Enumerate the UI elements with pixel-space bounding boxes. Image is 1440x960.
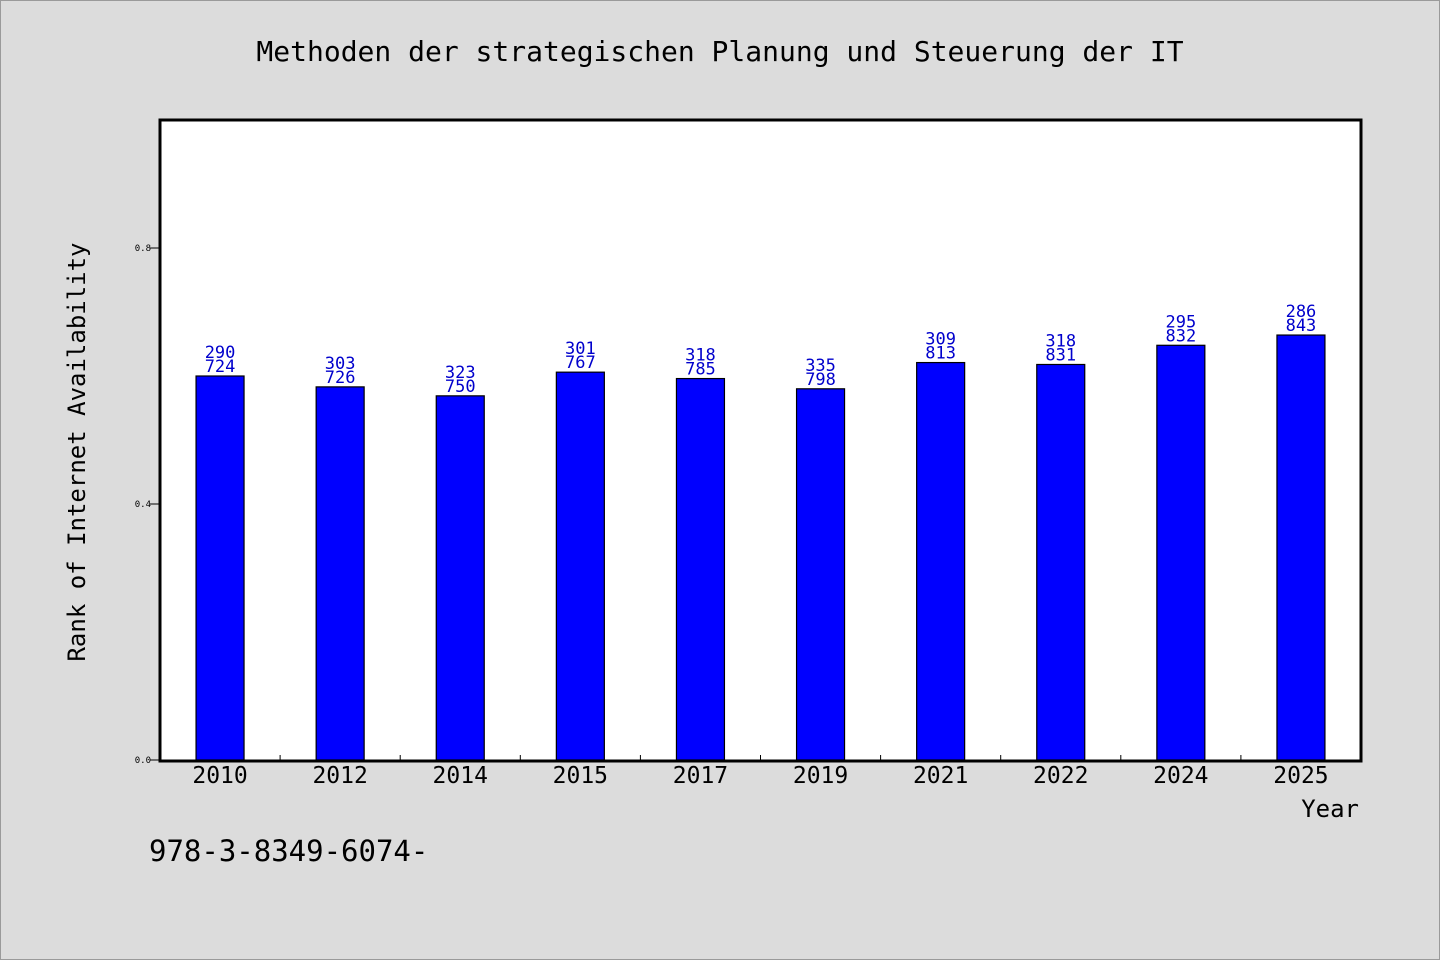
- x-tick-label-2025: 2025: [1273, 763, 1328, 789]
- data-label-bottom-2021: 813: [925, 344, 956, 364]
- bar-2021: [916, 361, 966, 761]
- data-label-bottom-2015: 767: [565, 353, 596, 373]
- data-label-bottom-2010: 724: [205, 357, 236, 377]
- chart-title: Methoden der strategischen Planung und S…: [256, 35, 1183, 68]
- y-tick-label: 0.8: [135, 244, 151, 254]
- data-label-top-2021: 309: [925, 330, 956, 350]
- data-label-top-2022: 318: [1045, 331, 1076, 351]
- x-tick-label-2012: 2012: [312, 763, 367, 789]
- y-tick-label: 0.0: [135, 756, 151, 766]
- x-tick-label-2024: 2024: [1153, 763, 1208, 789]
- x-tick-label-2017: 2017: [673, 763, 728, 789]
- bar-2012: [315, 386, 365, 761]
- y-tick-label: 0.4: [135, 500, 151, 510]
- x-tick-label-2021: 2021: [913, 763, 968, 789]
- data-label-top-2024: 295: [1165, 312, 1196, 332]
- data-label-top-2019: 335: [805, 356, 836, 376]
- data-label-top-2010: 290: [205, 343, 236, 363]
- x-tick-label-2010: 2010: [192, 763, 247, 789]
- bar-2024: [1156, 344, 1206, 761]
- data-label-top-2017: 318: [685, 346, 716, 366]
- data-label-top-2015: 301: [565, 339, 596, 359]
- bar-2019: [795, 388, 846, 761]
- bar-2022: [1036, 363, 1086, 761]
- data-label-top-2014: 323: [445, 363, 476, 383]
- bar-2010: [195, 375, 245, 761]
- x-tick-label-2019: 2019: [793, 763, 848, 789]
- data-label-bottom-2017: 785: [685, 360, 716, 380]
- bar-2017: [675, 377, 726, 761]
- y-axis-label: Rank of Internet Availability: [63, 242, 91, 661]
- x-tick-label-2015: 2015: [553, 763, 608, 789]
- data-label-bottom-2019: 798: [805, 370, 836, 390]
- data-label-top-2025: 286: [1286, 302, 1317, 322]
- bar-2025: [1276, 334, 1326, 761]
- x-axis-label: Year: [1301, 795, 1359, 823]
- data-label-bottom-2014: 750: [445, 377, 476, 397]
- data-label-bottom-2025: 843: [1286, 316, 1317, 336]
- bar-2014: [435, 395, 485, 761]
- bar-2015: [555, 371, 605, 761]
- x-tick-label-2014: 2014: [433, 763, 488, 789]
- data-label-top-2012: 303: [325, 354, 356, 374]
- x-tick-label-2022: 2022: [1033, 763, 1088, 789]
- data-label-bottom-2012: 726: [325, 368, 356, 388]
- data-label-bottom-2022: 831: [1045, 345, 1076, 365]
- data-label-bottom-2024: 832: [1165, 326, 1196, 346]
- footnote-text: 978-3-8349-6074-: [149, 834, 429, 868]
